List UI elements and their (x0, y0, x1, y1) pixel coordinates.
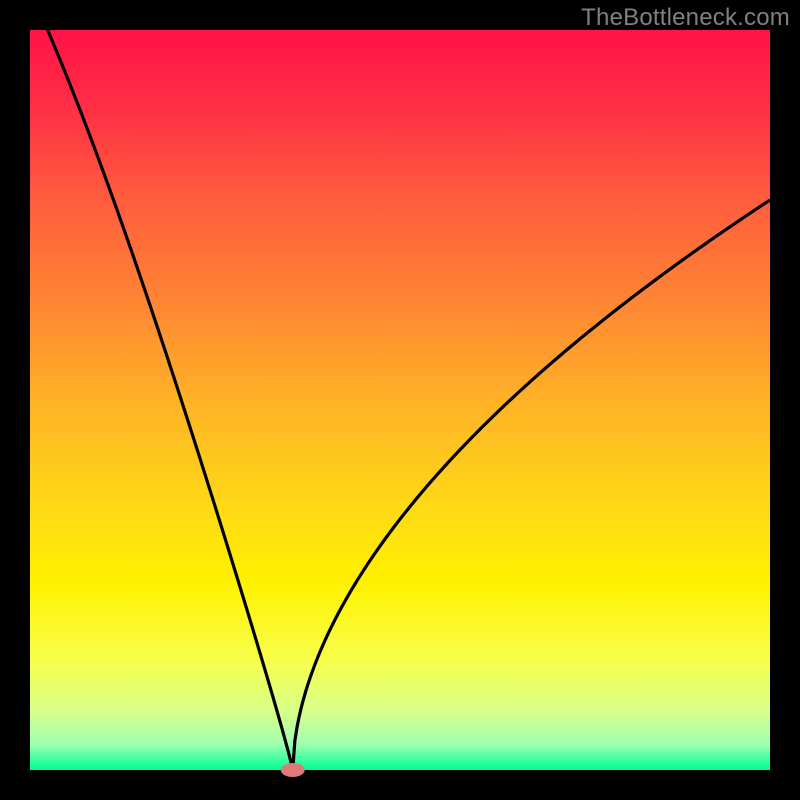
bottleneck-chart (0, 0, 800, 800)
watermark-text: TheBottleneck.com (581, 4, 790, 32)
plot-area (30, 30, 770, 770)
minimum-marker (281, 763, 305, 777)
chart-container: TheBottleneck.com (0, 0, 800, 800)
